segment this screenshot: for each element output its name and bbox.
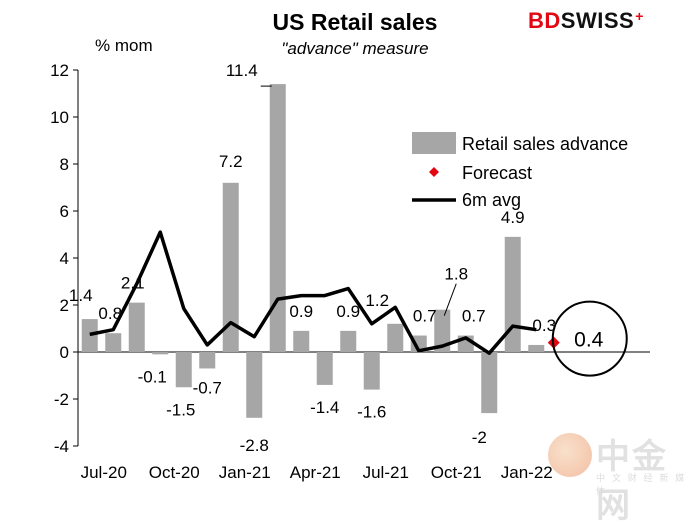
data-label: -2 — [472, 428, 487, 447]
bar — [222, 182, 239, 352]
bar — [246, 352, 263, 418]
data-label: 1.4 — [69, 286, 93, 305]
data-label: 0.8 — [98, 304, 122, 323]
data-label: 0.7 — [413, 307, 437, 326]
x-tick-label: Jan-22 — [501, 463, 553, 482]
y-tick-label: 2 — [60, 296, 69, 315]
data-label: 11.4 — [226, 61, 258, 80]
y-tick-label: 6 — [60, 202, 69, 221]
watermark-subtext: 中 文 财 经 新 媒 体 — [596, 474, 687, 497]
avg-line — [89, 230, 537, 355]
y-tick-label: 12 — [50, 61, 69, 80]
legend-label: Forecast — [462, 163, 532, 183]
forecast-callout-label: 0.4 — [574, 329, 604, 352]
x-tick-label: Jul-21 — [363, 463, 409, 482]
bdswiss-logo: BDSWISS+ — [528, 8, 644, 34]
data-label: -2.8 — [240, 436, 269, 455]
y-tick-label: -2 — [54, 390, 69, 409]
x-tick-label: Jul-20 — [81, 463, 127, 482]
bar — [269, 84, 286, 352]
plot-area: -4 -2 0 2 4 6 8 10 12 Jul-20 Oct-20 Jan-21 Apr-21 Jul… — [50, 61, 650, 482]
bar — [128, 302, 145, 352]
leader-line — [443, 283, 457, 316]
bar — [363, 352, 380, 390]
x-tick-label: Oct-20 — [149, 463, 200, 482]
y-tick-label: 8 — [60, 155, 69, 174]
data-label: -0.7 — [193, 378, 222, 397]
x-tick-label: Jan-21 — [219, 463, 271, 482]
brand-swiss-text: SWISS — [560, 8, 635, 33]
bar — [105, 333, 122, 352]
y-tick-label: 10 — [50, 108, 69, 127]
data-label: 7.2 — [219, 152, 243, 171]
data-label: 0.3 — [532, 316, 556, 335]
bar — [152, 352, 169, 355]
data-label: 0.7 — [462, 307, 486, 326]
data-label: -1.4 — [310, 398, 339, 417]
x-tick-label: Apr-21 — [290, 463, 341, 482]
bar — [199, 352, 216, 369]
watermark-logo: 中金网 中 文 财 经 新 媒 体 — [548, 425, 698, 526]
bar — [81, 319, 98, 352]
bar — [340, 330, 357, 352]
brand-plus-icon: + — [635, 8, 644, 24]
bar — [387, 323, 404, 352]
data-label: 1.8 — [444, 265, 468, 284]
bar — [481, 352, 498, 414]
data-label: -1.6 — [357, 403, 386, 422]
retail-sales-chart: US Retail sales "advance" measure % mom … — [50, 9, 650, 482]
brand-bd-text: BD — [528, 8, 561, 33]
y-tick-label: 4 — [60, 249, 69, 268]
bar — [410, 335, 427, 352]
legend-label: 6m avg — [462, 190, 521, 210]
chart-title: US Retail sales — [273, 9, 438, 35]
bar — [175, 352, 192, 388]
data-label: -1.5 — [166, 400, 195, 419]
legend-label: Retail sales advance — [462, 134, 628, 154]
data-label: 1.2 — [365, 291, 389, 310]
data-label: 0.9 — [336, 302, 360, 321]
bar — [293, 330, 310, 352]
legend: Retail sales advance Forecast 6m avg — [412, 132, 628, 210]
bar — [528, 344, 545, 352]
y-axis-label: % mom — [95, 36, 153, 55]
y-tick-label: -4 — [54, 437, 69, 456]
watermark-circle-icon — [548, 433, 592, 477]
data-label: -0.1 — [138, 367, 167, 386]
x-tick-label: Oct-21 — [431, 463, 482, 482]
legend-swatch-forecast — [429, 167, 439, 177]
bar — [316, 352, 333, 385]
chart-subtitle: "advance" measure — [281, 39, 428, 58]
forecast-callout-circle — [551, 300, 628, 377]
bar — [434, 309, 451, 352]
data-label: 0.9 — [289, 302, 313, 321]
data-label: 2.1 — [121, 274, 145, 293]
bar — [504, 236, 521, 352]
legend-swatch-bar — [412, 132, 456, 154]
y-tick-label: 0 — [60, 343, 69, 362]
data-label: 4.9 — [501, 208, 525, 227]
